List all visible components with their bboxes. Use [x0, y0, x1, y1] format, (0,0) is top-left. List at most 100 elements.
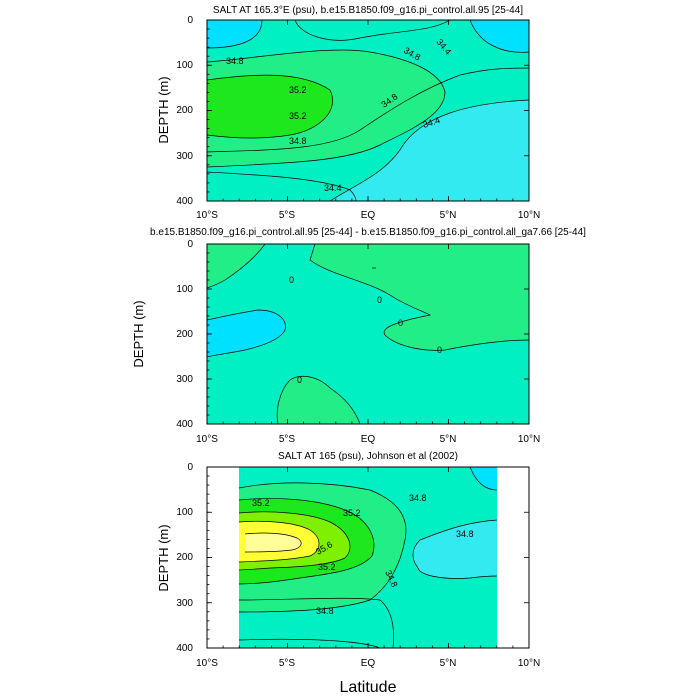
p1-line-6: [207, 67, 529, 153]
p2-ytick-1: 100: [176, 284, 193, 295]
panel-2-contour-labels: 0 0 0 0 0: [289, 275, 442, 385]
p3-xtick-2: EQ: [361, 658, 376, 669]
p3-xtick-3: 5°N: [440, 658, 457, 669]
p1-line-5: [207, 74, 333, 139]
p1-line-4: [207, 49, 446, 168]
panel-2-contour-fill: [207, 244, 529, 424]
p3-line-4: [238, 520, 320, 563]
p3-line-9: [238, 638, 381, 648]
p1-xtick-1: 5°S: [279, 210, 296, 221]
p1-ytick-2: 200: [176, 105, 193, 116]
panel-1-x-axis: 10°S 5°S EQ 5°N 10°N: [196, 210, 540, 221]
p1-ytick-4: 400: [176, 196, 193, 207]
p2-fill-bottom: [277, 376, 360, 424]
p1-xtick-4: 10°N: [518, 210, 540, 221]
panel-1-y-axis: 0 100 200 300 400 DEPTH (m): [156, 15, 193, 207]
p1-line-7: [207, 171, 357, 201]
p3-line-8: [238, 597, 394, 648]
panel-1-contour-lines: [207, 20, 529, 201]
p2-fill-top-left: [207, 244, 265, 288]
p1-fill-352: [207, 75, 333, 139]
panel-2-x-axis: 10°S 5°S EQ 5°N 10°N: [196, 434, 540, 445]
p1-ytick-0: 0: [187, 15, 193, 26]
p3-clabel-2: 35.2: [343, 508, 361, 518]
p3-line-2: [238, 498, 375, 585]
p1-line-8: [294, 20, 451, 41]
p3-line-7: [469, 467, 498, 491]
p2-clabel-2: 0: [377, 295, 382, 305]
panel-3: SALT AT 165 (psu), Johnson et al (2002): [156, 451, 540, 669]
panel-3-contour-fill: [207, 467, 529, 648]
axis-tick-marks: [206, 19, 530, 649]
p2-xtick-1: 5°S: [279, 434, 296, 445]
p1-ytick-1: 100: [176, 60, 193, 71]
p2-line-1: [207, 244, 266, 289]
p2-clabel-5: 0: [297, 375, 302, 385]
p2-line-2: [309, 244, 529, 351]
p3-clabel-5: 34.8: [456, 529, 474, 539]
p3-ytick-2: 200: [176, 552, 193, 563]
p1-xtick-0: 10°S: [196, 210, 218, 221]
panel-2: b.e15.B1850.f09_g16.pi_control.all.95 [2…: [131, 227, 586, 445]
panel-2-contour-lines: [207, 244, 529, 424]
p3-line-5: [244, 532, 302, 553]
p1-ytick-3: 300: [176, 151, 193, 162]
p3-ytick-3: 300: [176, 598, 193, 609]
p1-xtick-2: EQ: [361, 210, 376, 221]
p1-line-2: [469, 20, 529, 53]
p2-fill-top-right: [310, 244, 529, 351]
panel-1-title: SALT AT 165.3°E (psu), b.e15.B1850.f09_g…: [213, 5, 523, 16]
panel-3-x-axis: 10°S 5°S EQ 5°N 10°N: [196, 658, 540, 669]
p3-xtick-1: 5°S: [279, 658, 296, 669]
panel-1-contour-fill: [207, 20, 529, 201]
p1-clabel-2: 34.8: [226, 56, 244, 66]
p1-line-3: [329, 99, 529, 201]
p2-clabel-4: 0: [437, 345, 442, 355]
p3-ytick-4: 400: [176, 643, 193, 654]
panel-2-title: b.e15.B1850.f09_g16.pi_control.all.95 [2…: [150, 227, 586, 238]
figure-x-axis-label: Latitude: [340, 679, 397, 696]
p3-fill-358: [245, 533, 302, 552]
p1-clabel-7: 34.8: [289, 136, 307, 146]
p1-xtick-3: 5°N: [440, 210, 457, 221]
p3-fill-top-right: [470, 467, 497, 490]
panel-3-title: SALT AT 165 (psu), Johnson et al (2002): [278, 451, 458, 462]
panel-1: SALT AT 165.3°E (psu), b.e15.B1850.f09_g…: [156, 5, 540, 221]
p3-ytick-0: 0: [187, 462, 193, 473]
p2-ytick-0: 0: [187, 239, 193, 250]
p3-xtick-4: 10°N: [518, 658, 540, 669]
p2-fill-left-low: [207, 310, 286, 357]
p1-line-1: [207, 20, 263, 49]
panel-3-contour-lines: [238, 467, 498, 648]
p2-y-axis-label: DEPTH (m): [131, 300, 146, 367]
p3-line-6: [412, 519, 498, 579]
p1-clabel-4: 35.2: [289, 85, 307, 95]
p2-ytick-2: 200: [176, 329, 193, 340]
p1-clabel-5: 35.2: [289, 111, 307, 121]
p3-clabel-1: 35.2: [252, 498, 270, 508]
p3-ytick-1: 100: [176, 507, 193, 518]
p3-clabel-3: 34.8: [409, 493, 427, 503]
p2-clabel-1: 0: [289, 275, 294, 285]
p2-xtick-3: 5°N: [440, 434, 457, 445]
p2-xtick-2: EQ: [361, 434, 376, 445]
p3-line-3: [238, 511, 351, 571]
p3-line-1: [238, 482, 407, 613]
p3-clabel-8: 34.8: [316, 606, 334, 616]
p2-ytick-4: 400: [176, 419, 193, 430]
p1-y-axis-label: DEPTH (m): [156, 76, 171, 143]
p2-line-4: [207, 309, 286, 358]
p3-clabel-6: 35.2: [318, 562, 336, 572]
p2-xtick-0: 10°S: [196, 434, 218, 445]
panel-2-y-axis: 0 100 200 300 400 DEPTH (m): [131, 239, 193, 430]
p2-xtick-4: 10°N: [518, 434, 540, 445]
p1-fill-low-top-right: [470, 20, 529, 53]
p2-line-3: [276, 375, 361, 424]
p3-xtick-0: 10°S: [196, 658, 218, 669]
p2-clabel-3: 0: [398, 318, 403, 328]
p1-clabel-9: 34.4: [324, 183, 342, 193]
p1-fill-low-top-left: [207, 20, 262, 48]
p3-y-axis-label: DEPTH (m): [156, 524, 171, 591]
panel-3-y-axis: 0 100 200 300 400 DEPTH (m): [156, 462, 193, 654]
